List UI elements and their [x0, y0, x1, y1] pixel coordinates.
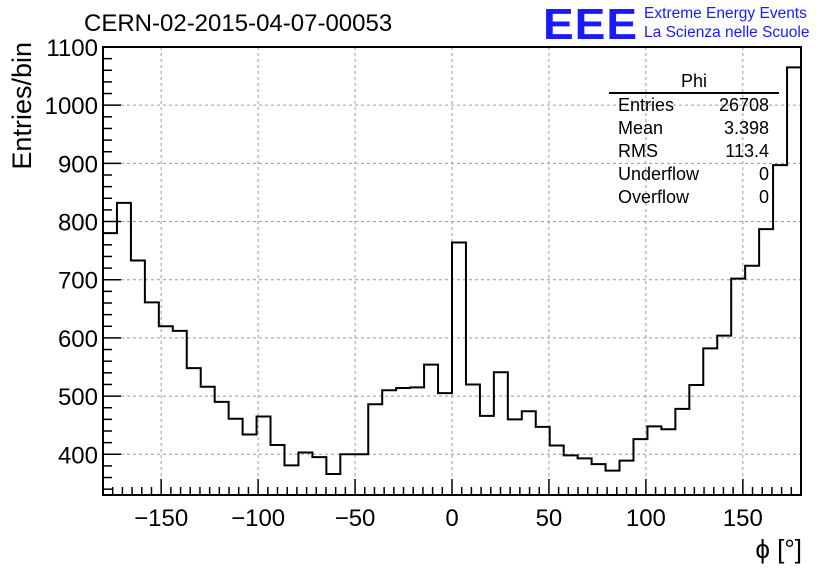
stats-value: 26708: [718, 95, 769, 115]
stats-row-entries: Entries 26708: [609, 94, 779, 117]
logo-line-2: La Scienza nelle Scuole: [644, 24, 810, 41]
stats-value: 3.398: [723, 118, 769, 138]
x-tick-label: 0: [445, 505, 458, 532]
stats-label: Underflow: [618, 164, 700, 184]
logo-mark: EEE: [543, 0, 639, 49]
axis-ticks: [103, 46, 793, 495]
stats-box: Phi Entries 26708 Mean 3.398 RMS 113.4 U…: [609, 70, 779, 209]
tick-labels: −150 −100 −50 0 50 100 150 400 500 600 700 800 900 10…: [45, 35, 763, 532]
stats-label: Entries: [618, 95, 675, 115]
logo-text: Extreme Energy Events La Scienza nelle S…: [644, 4, 809, 42]
x-tick-label: 150: [723, 505, 763, 532]
x-tick-label: 100: [626, 505, 666, 532]
y-tick-label: 400: [58, 442, 98, 469]
stats-value: 0: [758, 187, 769, 207]
stats-row-rms: RMS 113.4: [609, 140, 779, 163]
y-tick-label: 1000: [45, 93, 98, 120]
y-axis-label: Entries/bin: [7, 42, 37, 170]
run-title: CERN-02-2015-04-07-00053: [84, 10, 393, 37]
stats-label: Mean: [618, 118, 664, 138]
x-axis-label: ϕ [°]: [755, 534, 802, 564]
stats-row-mean: Mean 3.398: [609, 117, 779, 140]
stats-value: 113.4: [725, 141, 769, 161]
y-tick-label: 900: [58, 151, 98, 178]
y-tick-label: 500: [58, 384, 98, 411]
stats-label: RMS: [618, 141, 658, 161]
y-tick-label: 800: [58, 210, 98, 237]
stats-row-underflow: Underflow 0: [609, 163, 779, 186]
eee-logo: EEE Extreme Energy Events La Scienza nel…: [543, 2, 810, 46]
histogram-step-line: [103, 66, 801, 476]
x-tick-label: −50: [335, 505, 376, 532]
stats-row-overflow: Overflow 0: [609, 186, 779, 209]
stats-value: 0: [758, 164, 769, 184]
logo-line-1: Extreme Energy Events: [644, 5, 807, 22]
stats-label: Overflow: [618, 187, 690, 207]
y-tick-label: 700: [58, 268, 98, 295]
y-tick-label: 600: [58, 326, 98, 353]
x-tick-label: 50: [536, 505, 563, 532]
x-tick-label: −100: [231, 505, 285, 532]
x-tick-label: −150: [134, 505, 188, 532]
y-tick-label: 1100: [46, 35, 98, 62]
stats-title: Phi: [609, 70, 779, 94]
